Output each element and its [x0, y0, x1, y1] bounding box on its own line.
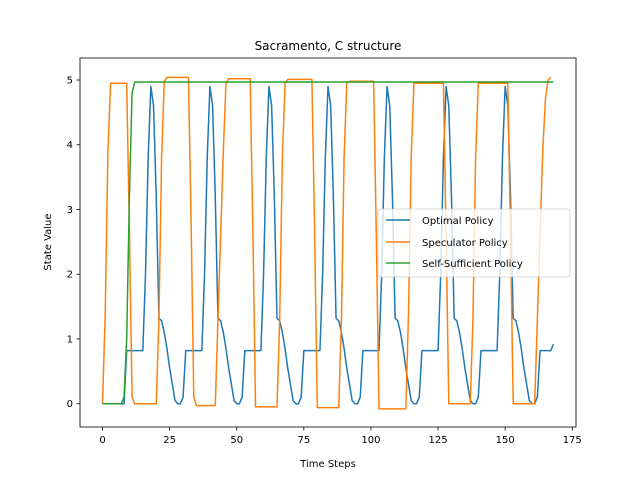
- legend-label-optimal: Optimal Policy: [422, 216, 494, 227]
- legend-label-self-sufficient: Self-Sufficient Policy: [422, 259, 523, 270]
- series-layer: [101, 76, 555, 410]
- x-tick-label: 0: [99, 435, 105, 446]
- x-tick-label: 125: [428, 435, 447, 446]
- series-line-speculator: [101, 76, 552, 410]
- x-tick-label: 175: [563, 435, 582, 446]
- y-tick-label: 4: [67, 140, 73, 151]
- y-tick-label: 3: [67, 205, 73, 216]
- chart-title: Sacramento, C structure: [255, 39, 402, 53]
- x-tick-label: 25: [163, 435, 176, 446]
- y-tick-label: 5: [67, 76, 73, 87]
- x-tick-label: 75: [297, 435, 310, 446]
- y-tick-label: 2: [67, 270, 73, 281]
- x-tick-label: 50: [230, 435, 243, 446]
- series-line-self-sufficient: [102, 81, 554, 405]
- plot-frame: [79, 57, 577, 428]
- y-tick-label: 1: [67, 334, 73, 345]
- y-tick-label: 0: [67, 399, 73, 410]
- x-tick-label: 100: [361, 435, 380, 446]
- legend: Optimal Policy Speculator Policy Self-Su…: [377, 208, 571, 278]
- legend-box: [377, 208, 571, 278]
- legend-label-speculator: Speculator Policy: [422, 238, 508, 249]
- y-axis-ticks: 0 1 2 3 4 5: [67, 76, 80, 410]
- x-tick-label: 150: [496, 435, 515, 446]
- series-line-optimal: [102, 85, 555, 405]
- x-axis-ticks: 0 25 50 75 100 125 150 175: [99, 427, 582, 446]
- y-axis-label: State Value: [43, 213, 54, 270]
- x-axis-label: Time Steps: [299, 459, 356, 470]
